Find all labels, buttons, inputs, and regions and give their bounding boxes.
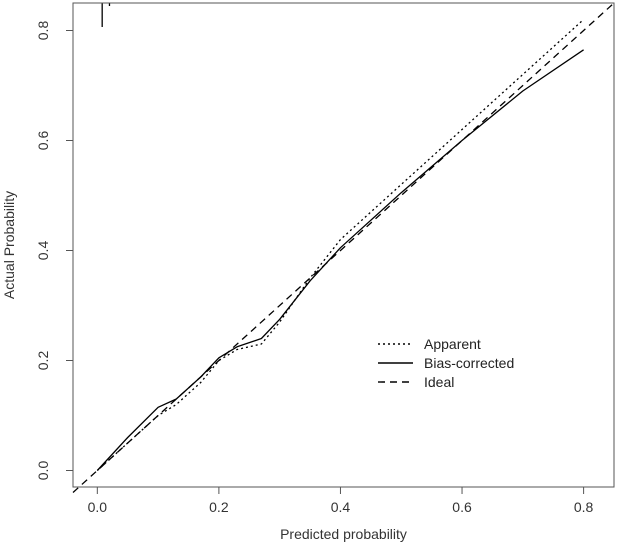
x-axis: 0.0 0.2 0.4 0.6 0.8 <box>88 487 594 515</box>
x-tick-label: 0.8 <box>574 499 594 515</box>
y-tick-label: 0.2 <box>35 351 51 371</box>
x-tick-label: 0.0 <box>88 499 108 515</box>
legend-label-ideal: Ideal <box>424 374 454 390</box>
y-tick-label: 0.6 <box>35 131 51 151</box>
y-tick-label: 0.4 <box>35 241 51 261</box>
x-tick-label: 0.6 <box>452 499 472 515</box>
y-axis: 0.0 0.2 0.4 0.6 0.8 <box>35 21 73 481</box>
series-line-bias-corrected <box>96 49 584 471</box>
x-axis-title: Predicted probability <box>280 526 407 542</box>
series-line-apparent <box>96 19 585 471</box>
x-tick-label: 0.4 <box>331 499 351 515</box>
legend: Apparent Bias-corrected Ideal <box>378 336 514 390</box>
legend-label-bias-corrected: Bias-corrected <box>424 355 514 371</box>
y-axis-title: Actual Probability <box>1 191 17 299</box>
y-tick-label: 0.8 <box>35 21 51 41</box>
y-tick-label: 0.0 <box>35 461 51 481</box>
legend-label-apparent: Apparent <box>424 336 481 352</box>
x-tick-label: 0.2 <box>209 499 229 515</box>
series-line-ideal <box>72 2 615 493</box>
plot-frame <box>72 2 615 488</box>
